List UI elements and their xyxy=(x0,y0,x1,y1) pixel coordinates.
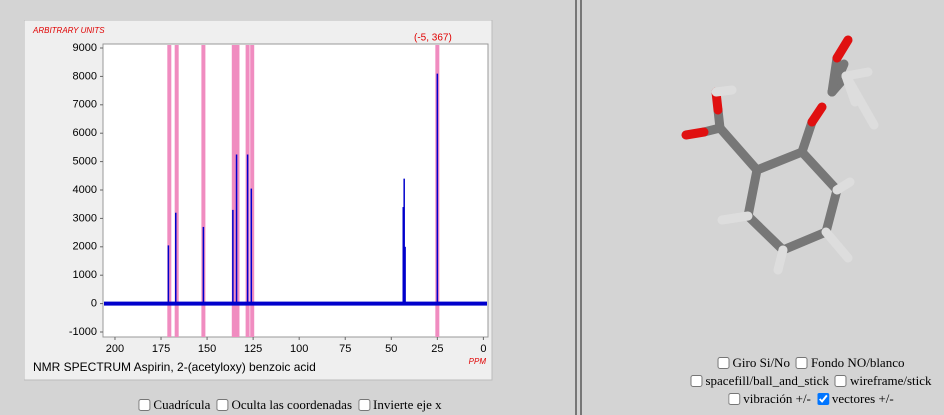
checkbox-control[interactable]: vibración +/- vectores +/- xyxy=(722,391,894,407)
highlight-band xyxy=(167,45,172,337)
bond xyxy=(715,123,762,175)
checkbox[interactable] xyxy=(216,399,229,411)
bond xyxy=(711,85,737,97)
highlight-band xyxy=(174,45,179,337)
checkbox[interactable] xyxy=(717,357,730,369)
y-tick-label: 9000 xyxy=(73,42,97,54)
chart: ARBITRARY UNITS (-5, 367) PPM NMR SPECTR… xyxy=(24,20,493,381)
bond xyxy=(841,71,860,107)
baseline-noise xyxy=(104,301,487,306)
bond xyxy=(717,211,753,225)
y-tick-label: 2000 xyxy=(73,241,97,253)
y-axis-label: ARBITRARY UNITS xyxy=(32,26,105,35)
checkbox[interactable] xyxy=(795,357,808,369)
x-tick-label: 50 xyxy=(385,343,397,355)
molecule-view xyxy=(681,35,879,275)
divider xyxy=(575,0,577,415)
y-tick-label: 8000 xyxy=(73,70,97,82)
checkbox-control[interactable]: Giro Si/No Fondo NO/blanco xyxy=(712,355,905,371)
highlight-band xyxy=(250,45,255,337)
x-tick-label: 175 xyxy=(152,343,170,355)
plot-area xyxy=(102,43,489,338)
divider xyxy=(580,0,582,415)
bond xyxy=(807,102,827,127)
y-tick-label: 6000 xyxy=(73,127,97,139)
bond xyxy=(773,245,788,275)
x-axis-label: PPM xyxy=(469,357,487,366)
x-tick-label: 0 xyxy=(480,343,486,355)
checkbox[interactable] xyxy=(358,399,371,411)
y-tick-label: 0 xyxy=(91,298,97,310)
checkbox-label: wireframe/stick xyxy=(849,373,932,388)
checkbox[interactable] xyxy=(728,393,741,405)
bond xyxy=(797,117,817,157)
x-tick-label: 200 xyxy=(106,343,124,355)
highlight-band xyxy=(201,45,206,337)
annotation: (-5, 367) xyxy=(414,33,452,44)
molecule xyxy=(681,35,879,275)
x-tick-label: 75 xyxy=(339,343,351,355)
checkbox-label: Invierte eje x xyxy=(373,397,442,412)
bond xyxy=(681,127,709,140)
y-tick-label: 7000 xyxy=(73,99,97,111)
y-tick-label: 5000 xyxy=(73,156,97,168)
checkbox-label: Fondo NO/blanco xyxy=(810,355,905,370)
chart-title: NMR SPECTRUM Aspirin, 2-(acetyloxy) benz… xyxy=(33,360,316,374)
y-tick-label: 3000 xyxy=(73,212,97,224)
checkbox[interactable] xyxy=(816,393,829,405)
checkbox-control[interactable]: spacefill/ball_and_stick wireframe/stick xyxy=(684,373,932,389)
y-tick-label: 4000 xyxy=(73,184,97,196)
bond xyxy=(827,53,842,97)
highlight-band xyxy=(231,45,236,337)
checkbox-label: Oculta las coordenadas xyxy=(231,397,353,412)
bond xyxy=(832,177,855,195)
bond xyxy=(832,35,853,63)
checkbox[interactable] xyxy=(138,399,151,411)
x-tick-label: 25 xyxy=(431,343,443,355)
checkbox-label: vibración +/- xyxy=(743,391,811,406)
y-tick-label: -1000 xyxy=(69,326,97,338)
x-tick-label: 125 xyxy=(244,343,262,355)
checkbox-control[interactable]: Cuadrícula Oculta las coordenadas Invierte… xyxy=(132,397,442,413)
x-tick-label: 150 xyxy=(198,343,216,355)
bond xyxy=(821,227,853,263)
highlight-band xyxy=(235,45,240,337)
checkbox[interactable] xyxy=(834,375,847,387)
checkbox-label: vectores +/- xyxy=(831,391,894,406)
checkbox-label: Cuadrícula xyxy=(153,397,211,412)
y-tick-label: 1000 xyxy=(73,269,97,281)
checkbox[interactable] xyxy=(690,375,703,387)
checkbox-label: spacefill/ball_and_stick xyxy=(705,373,829,388)
checkbox-label: Giro Si/No xyxy=(732,355,790,370)
x-tick-label: 100 xyxy=(290,343,308,355)
